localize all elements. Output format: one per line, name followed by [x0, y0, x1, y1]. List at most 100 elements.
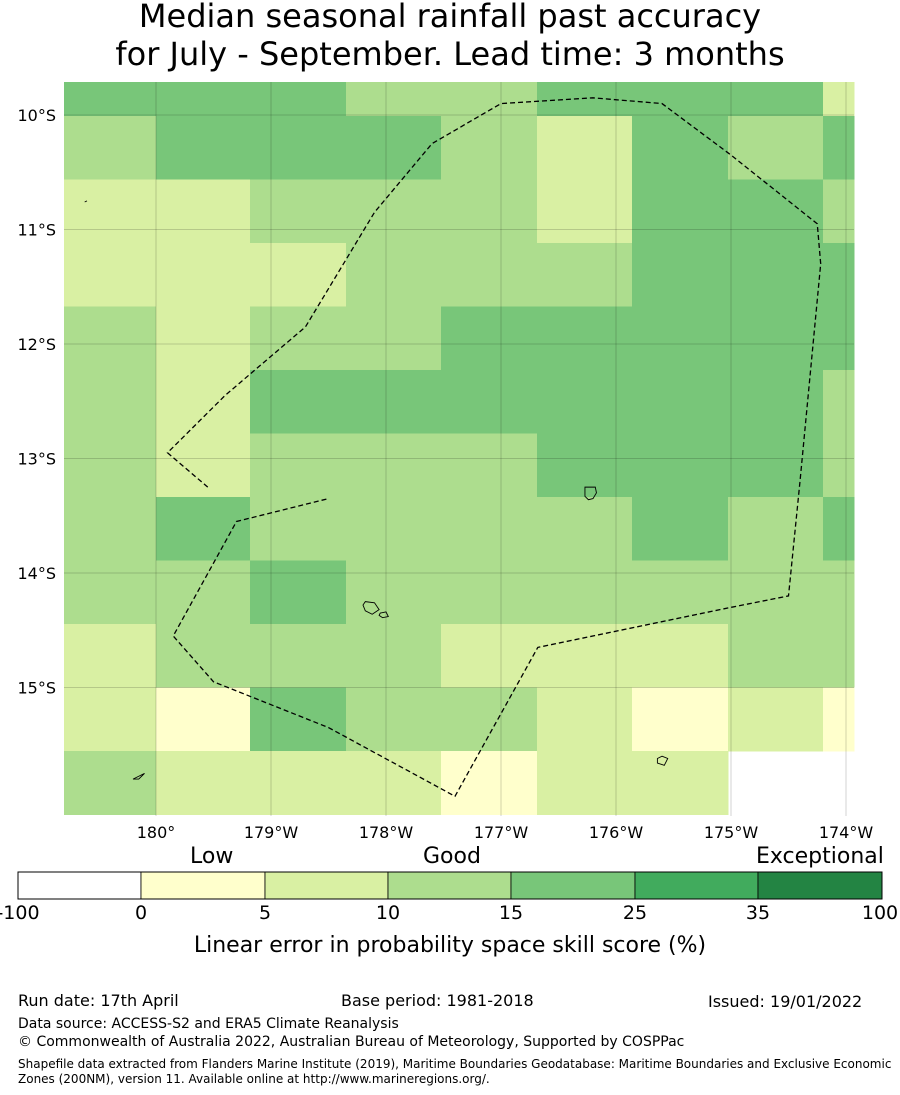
- skill-cell: [441, 179, 538, 244]
- longitude-label: 176°W: [589, 823, 644, 842]
- skill-cell: [250, 624, 347, 688]
- skill-cell: [441, 243, 538, 307]
- skill-cell: [441, 82, 538, 117]
- skill-cell: [537, 82, 633, 117]
- colorbar-swatch: [757, 871, 883, 900]
- colorbar-category-exceptional: Exceptional: [756, 844, 884, 869]
- colorbar-swatch: [264, 871, 389, 900]
- colorbar-label: Linear error in probability space skill …: [193, 933, 707, 958]
- colorbar-tick: 5: [258, 902, 272, 924]
- skill-cell: [346, 243, 442, 307]
- skill-cell: [632, 82, 729, 117]
- skill-cell: [823, 82, 855, 117]
- skill-cell: [346, 624, 442, 688]
- skill-cell: [156, 370, 251, 434]
- latitude-label: 15°S: [17, 679, 56, 698]
- skill-cell: [346, 82, 442, 117]
- skill-grid: [64, 82, 855, 815]
- skill-cell: [156, 751, 251, 815]
- skill-cell: [823, 687, 855, 752]
- skill-cell: [728, 497, 824, 561]
- skill-cell: [441, 624, 538, 688]
- skill-cell: [64, 116, 157, 180]
- skill-cell: [632, 751, 729, 815]
- skill-cell: [250, 306, 347, 371]
- skill-cell: [537, 243, 633, 307]
- skill-cell: [64, 179, 157, 244]
- skill-cell: [64, 497, 157, 561]
- skill-cell: [441, 497, 538, 561]
- skill-cell: [441, 433, 538, 498]
- skill-cell: [537, 624, 633, 688]
- colorbar-tick: 100: [861, 902, 899, 924]
- skill-cell: [64, 751, 157, 815]
- skill-cell: [346, 687, 442, 752]
- skill-cell: [632, 243, 729, 307]
- skill-cell: [632, 560, 729, 625]
- skill-cell: [823, 179, 855, 244]
- shapefile-note: Shapefile data extracted from Flanders M…: [18, 1057, 892, 1086]
- colorbar-frame: [17, 871, 883, 900]
- skill-cell: [250, 370, 347, 434]
- skill-cell: [64, 243, 157, 307]
- skill-cell: [250, 497, 347, 561]
- skill-cell: [537, 370, 633, 434]
- skill-cell: [441, 370, 538, 434]
- skill-cell: [728, 370, 824, 434]
- skill-cell: [728, 243, 824, 307]
- skill-cell: [728, 306, 824, 371]
- skill-cell: [64, 370, 157, 434]
- longitude-label: 174°W: [819, 823, 874, 842]
- skill-cell: [537, 497, 633, 561]
- skill-cell: [346, 497, 442, 561]
- skill-cell: [156, 687, 251, 752]
- colorbar: [17, 871, 883, 900]
- island-outline: [584, 486, 597, 501]
- colorbar-tick: 15: [498, 902, 524, 924]
- skill-cell: [441, 687, 538, 752]
- eez-boundary: [166, 97, 822, 798]
- island-outline: [84, 200, 88, 203]
- skill-cell: [156, 116, 251, 180]
- skill-cell: [728, 687, 824, 752]
- longitude-label: 175°W: [704, 823, 759, 842]
- skill-cell: [728, 560, 824, 625]
- colorbar-tick: 35: [745, 902, 771, 924]
- skill-cell: [632, 370, 729, 434]
- skill-cell: [250, 82, 347, 117]
- skill-cell: [156, 624, 251, 688]
- copyright: © Commonwealth of Australia 2022, Austra…: [18, 1034, 685, 1050]
- skill-cell: [823, 560, 855, 625]
- latitude-label: 13°S: [17, 450, 56, 469]
- skill-cell: [441, 751, 538, 815]
- data-source: Data source: ACCESS-S2 and ERA5 Climate …: [18, 1016, 399, 1032]
- skill-cell: [346, 560, 442, 625]
- skill-cell: [441, 116, 538, 180]
- skill-cell: [156, 243, 251, 307]
- colorbar-tick: -100: [0, 902, 40, 924]
- skill-cell: [823, 306, 855, 371]
- latitude-label: 12°S: [17, 335, 56, 354]
- colorbar-swatch: [17, 871, 142, 900]
- island-outline: [132, 772, 145, 780]
- latitude-tick-labels: 10°S 11°S 12°S 13°S 14°S 15°S: [17, 106, 56, 698]
- colorbar-swatch: [387, 871, 512, 900]
- skill-cell: [632, 497, 729, 561]
- skill-cell: [346, 370, 442, 434]
- skill-cell: [156, 433, 251, 498]
- skill-cell: [728, 116, 824, 180]
- skill-cell: [156, 497, 251, 561]
- skill-cell: [823, 624, 855, 688]
- skill-cell: [823, 497, 855, 561]
- skill-cell: [823, 116, 855, 180]
- colorbar-category-good: Good: [423, 844, 481, 869]
- skill-cell: [250, 179, 347, 244]
- colorbar-swatch: [634, 871, 759, 900]
- skill-cell: [537, 751, 633, 815]
- latitude-label: 10°S: [17, 106, 56, 125]
- skill-cell: [346, 751, 442, 815]
- map-title-line-1: Median seasonal rainfall past accuracy: [138, 0, 762, 35]
- skill-cell: [632, 179, 729, 244]
- issued-date: Issued: 19/01/2022: [708, 992, 863, 1011]
